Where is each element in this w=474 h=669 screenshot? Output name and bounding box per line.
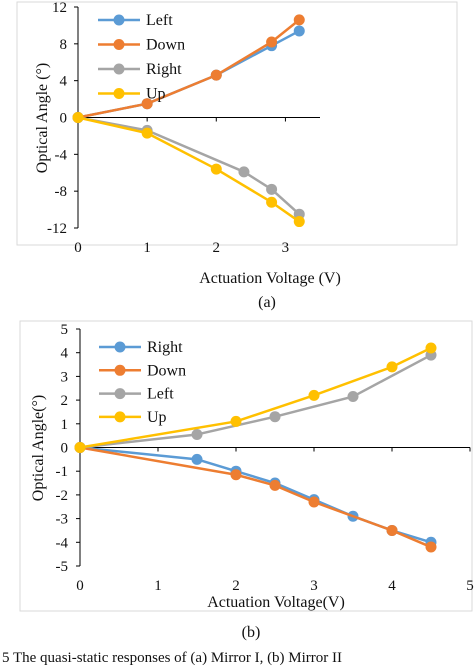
- series-up-point: [386, 361, 398, 373]
- legend-down-swatch-marker: [114, 364, 126, 376]
- series-left-point: [293, 25, 305, 37]
- series-up-point: [293, 216, 305, 228]
- figure-caption: 5 The quasi-static responses of (a) Mirr…: [2, 650, 343, 666]
- x-tick-label: 1: [143, 240, 151, 256]
- x-tick-label: 2: [232, 578, 240, 594]
- y-tick-label: -1: [56, 464, 69, 480]
- series-down-point: [386, 524, 398, 536]
- series-down-point: [293, 14, 305, 26]
- legend-left-label: Left: [146, 12, 173, 29]
- series-left-point: [191, 428, 203, 440]
- y-tick-label: -4: [56, 535, 69, 551]
- x-tick-label: 2: [213, 240, 221, 256]
- legend-up-swatch-marker: [114, 411, 126, 423]
- y-tick-label: -4: [55, 147, 68, 163]
- y-tick-label: 3: [61, 369, 69, 385]
- y-tick-label: 4: [60, 74, 68, 90]
- panel-label: (a): [258, 294, 276, 311]
- legend-down-label: Down: [146, 37, 185, 54]
- legend-left-label: Left: [147, 386, 174, 403]
- series-down-point: [230, 469, 242, 481]
- x-tick-label: 3: [310, 578, 318, 594]
- y-tick-label: -8: [55, 184, 68, 200]
- y-axis-title: Optical Angle (°): [34, 63, 51, 173]
- y-tick-label: 0: [61, 441, 69, 457]
- panel-label: (b): [242, 624, 261, 641]
- chart-border: [16, 1, 458, 246]
- x-axis-title: Actuation Voltage(V): [207, 594, 345, 611]
- x-tick-label: 5: [466, 578, 474, 594]
- legend-right-label: Right: [147, 339, 183, 356]
- series-down-point: [269, 479, 281, 491]
- series-left-point: [269, 411, 281, 423]
- series-right-point: [266, 183, 278, 195]
- series-up-line: [77, 116, 300, 223]
- series-up-point: [425, 342, 437, 354]
- x-axis-title: Actuation Voltage (V): [199, 270, 341, 287]
- series-left-line: [79, 353, 432, 449]
- legend-left-swatch-marker: [114, 388, 126, 400]
- series-down-point: [210, 69, 222, 81]
- series-down-line: [79, 446, 432, 549]
- legend-right-label: Right: [146, 61, 182, 78]
- legend-up-label: Up: [146, 86, 166, 103]
- series-down-point: [308, 496, 320, 508]
- series-up-point: [266, 196, 278, 208]
- series-up-line: [79, 346, 432, 449]
- chart-b: 0 1 2 3 4 5 5 4 3 2 1 0 -1 -2 -3 -4 -5 Actuation Voltage(…: [19, 320, 474, 641]
- legend-up-label: Up: [147, 409, 167, 426]
- y-tick-label: 4: [61, 346, 69, 362]
- series-up-point: [230, 415, 242, 427]
- y-tick-label: 5: [61, 322, 69, 338]
- series-down-point: [425, 541, 437, 553]
- y-tick-label: 1: [61, 417, 69, 433]
- x-tick-label: 4: [388, 578, 396, 594]
- x-tick-label: 1: [154, 578, 162, 594]
- series-right-point: [191, 453, 203, 465]
- y-tick-label: -12: [47, 221, 67, 237]
- series-right-point: [238, 166, 250, 178]
- y-tick-label: 12: [52, 0, 67, 16]
- series-up-point: [141, 127, 153, 139]
- legend-right-swatch-marker: [114, 341, 126, 353]
- legend-down-swatch-marker: [113, 39, 125, 50]
- series-right-line: [79, 446, 432, 544]
- chart-border: [19, 320, 473, 612]
- y-tick-label: 8: [60, 37, 68, 53]
- y-tick-label: -3: [56, 512, 69, 528]
- y-tick-label: -2: [56, 488, 69, 504]
- series-up-point: [74, 442, 86, 453]
- series-left-point: [347, 391, 359, 403]
- legend-up-swatch-marker: [113, 88, 125, 99]
- legend-left-swatch-marker: [113, 14, 125, 26]
- series-up-point: [308, 389, 320, 401]
- legend-right-swatch-marker: [113, 63, 125, 75]
- series-up-point: [72, 112, 84, 123]
- x-tick-label: 0: [74, 240, 82, 256]
- x-tick-label: 0: [76, 578, 84, 594]
- y-axis-title: Optical Angle(°): [30, 395, 47, 501]
- x-tick-label: 3: [282, 240, 290, 256]
- series-down-point: [141, 98, 153, 110]
- y-tick-label: 0: [60, 111, 68, 127]
- legend-down-label: Down: [147, 362, 186, 379]
- y-tick-label: -5: [56, 559, 69, 575]
- series-up-point: [210, 163, 222, 175]
- y-tick-label: 2: [61, 393, 69, 409]
- series-down-point: [266, 36, 278, 48]
